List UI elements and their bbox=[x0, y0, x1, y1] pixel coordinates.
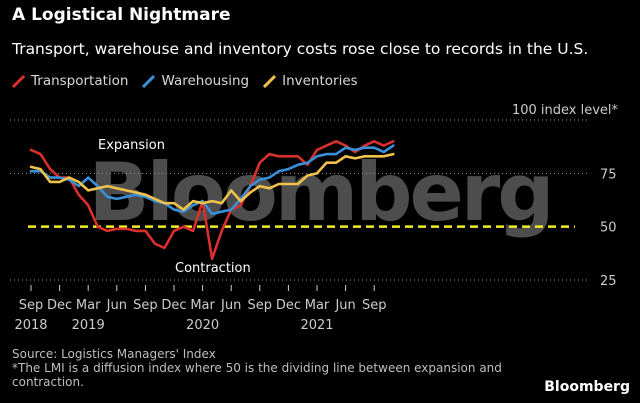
x-tick-label: Dec bbox=[161, 298, 186, 313]
x-tick-label: Dec bbox=[276, 298, 301, 313]
inventories-line-icon bbox=[263, 74, 277, 88]
line-chart: Bloomberg 100 index level* 25 50 75 Sep 2018… bbox=[10, 103, 619, 333]
chart-title: A Logistical Nightmare bbox=[12, 5, 231, 25]
x-tick-label: Sep bbox=[19, 298, 44, 313]
source-note: Source: Logistics Managers' Index bbox=[12, 347, 216, 361]
x-tick-label: Mar bbox=[305, 298, 330, 313]
x-tick-label: Jun bbox=[220, 298, 241, 313]
x-tick-label: Sep bbox=[133, 298, 158, 313]
x-tick-year-label: 2019 bbox=[72, 318, 105, 333]
legend-label-inventories: Inventories bbox=[282, 73, 358, 89]
annotation-contraction: Contraction bbox=[175, 261, 251, 276]
x-tick-year-label: 2020 bbox=[186, 318, 219, 333]
series-line-warehousing bbox=[29, 144, 395, 216]
x-tick-year-label: 2021 bbox=[300, 318, 333, 333]
legend: Transportation Warehousing Inventories bbox=[12, 73, 358, 89]
legend-label-warehousing: Warehousing bbox=[161, 73, 250, 89]
x-tick-label: Sep bbox=[362, 298, 387, 313]
y-tick-label: 75 bbox=[600, 167, 617, 182]
series-line-transportation bbox=[29, 139, 395, 260]
x-tick-year-label: 2018 bbox=[14, 318, 47, 333]
y-axis-unit-label: 100 index level* bbox=[512, 103, 619, 118]
x-tick-label: Mar bbox=[76, 298, 101, 313]
y-tick-label: 25 bbox=[600, 274, 617, 289]
legend-item-warehousing: Warehousing bbox=[142, 73, 249, 89]
legend-label-transportation: Transportation bbox=[31, 73, 129, 89]
brand-logo: Bloomberg bbox=[544, 379, 630, 395]
x-tick-label: Mar bbox=[190, 298, 215, 313]
series-line-inventories bbox=[29, 152, 395, 211]
y-axis: 100 index level* 25 50 75 bbox=[512, 103, 619, 289]
legend-item-inventories: Inventories bbox=[263, 73, 358, 89]
methodology-note: *The LMI is a diffusion index where 50 i… bbox=[12, 361, 502, 389]
chart-subtitle: Transport, warehouse and inventory costs… bbox=[12, 40, 589, 58]
x-tick-label: Jun bbox=[106, 298, 127, 313]
transportation-line-icon bbox=[12, 74, 25, 88]
warehousing-line-icon bbox=[142, 74, 156, 88]
watermark: Bloomberg bbox=[89, 146, 552, 239]
annotation-expansion: Expansion bbox=[98, 138, 165, 153]
series-lines bbox=[29, 139, 395, 260]
gridlines bbox=[10, 119, 588, 281]
footnote: Source: Logistics Managers' Index *The L… bbox=[12, 347, 532, 389]
x-tick-label: Sep bbox=[248, 298, 273, 313]
x-tick-label: Jun bbox=[334, 298, 355, 313]
x-tick-label: Dec bbox=[47, 298, 72, 313]
legend-item-transportation: Transportation bbox=[12, 73, 128, 89]
annotations: Expansion Contraction bbox=[98, 138, 251, 276]
y-tick-label: 50 bbox=[600, 221, 617, 236]
